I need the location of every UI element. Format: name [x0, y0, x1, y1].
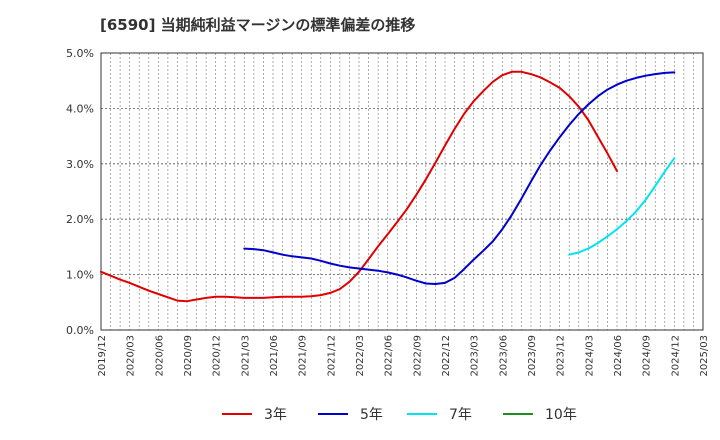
- y-tick-label: 1.0%: [66, 269, 94, 282]
- series-line-5年: [243, 71, 676, 285]
- legend: 3年 5年 7年 10年: [222, 407, 577, 423]
- x-tick-label: 2022/03: [355, 335, 366, 377]
- legend-label: 7年: [449, 407, 472, 423]
- series-line-3年: [100, 70, 618, 303]
- x-tick-label: 2020/06: [154, 335, 165, 377]
- x-tick-label: 2022/12: [441, 335, 452, 377]
- series-line-7年: [568, 157, 676, 256]
- y-tick-label: 3.0%: [66, 158, 94, 171]
- y-axis: 0.0% 1.0% 2.0% 3.0% 4.0% 5.0%: [66, 47, 94, 337]
- x-tick-label: 2022/06: [384, 335, 395, 377]
- x-tick-label: 2024/09: [642, 335, 653, 377]
- grid-layer: [101, 53, 703, 330]
- x-tick-label: 2024/03: [584, 335, 595, 377]
- x-tick-label: 2023/03: [470, 335, 481, 377]
- x-tick-label: 2025/03: [699, 335, 710, 377]
- x-tick-label: 2019/12: [97, 335, 108, 377]
- chart-title: [6590] 当期純利益マージンの標準偏差の推移: [100, 16, 416, 34]
- x-tick-label: 2022/09: [412, 335, 423, 377]
- x-axis: 2019/12 2020/03 2020/06 2020/09 2020/12 2021/…: [97, 335, 710, 377]
- legend-label: 5年: [360, 407, 383, 423]
- plot-frame: [100, 52, 704, 331]
- y-tick-label: 4.0%: [66, 102, 94, 115]
- x-tick-label: 2024/06: [613, 335, 624, 377]
- x-tick-label: 2020/12: [212, 335, 223, 377]
- x-tick-label: 2023/09: [527, 335, 538, 377]
- y-tick-label: 5.0%: [66, 47, 94, 60]
- x-tick-label: 2021/12: [326, 335, 337, 377]
- x-tick-label: 2024/12: [670, 335, 681, 377]
- x-tick-label: 2021/09: [298, 335, 309, 377]
- legend-label: 3年: [264, 407, 287, 423]
- x-tick-label: 2023/12: [556, 335, 567, 377]
- y-tick-label: 0.0%: [66, 324, 94, 337]
- x-tick-label: 2021/06: [269, 335, 280, 377]
- x-tick-label: 2020/03: [126, 335, 137, 377]
- legend-label: 10年: [545, 407, 577, 423]
- series-layer: [100, 70, 676, 303]
- y-tick-label: 2.0%: [66, 213, 94, 226]
- x-tick-label: 2021/03: [240, 335, 251, 377]
- x-tick-label: 2023/06: [498, 335, 509, 377]
- x-tick-label: 2020/09: [183, 335, 194, 377]
